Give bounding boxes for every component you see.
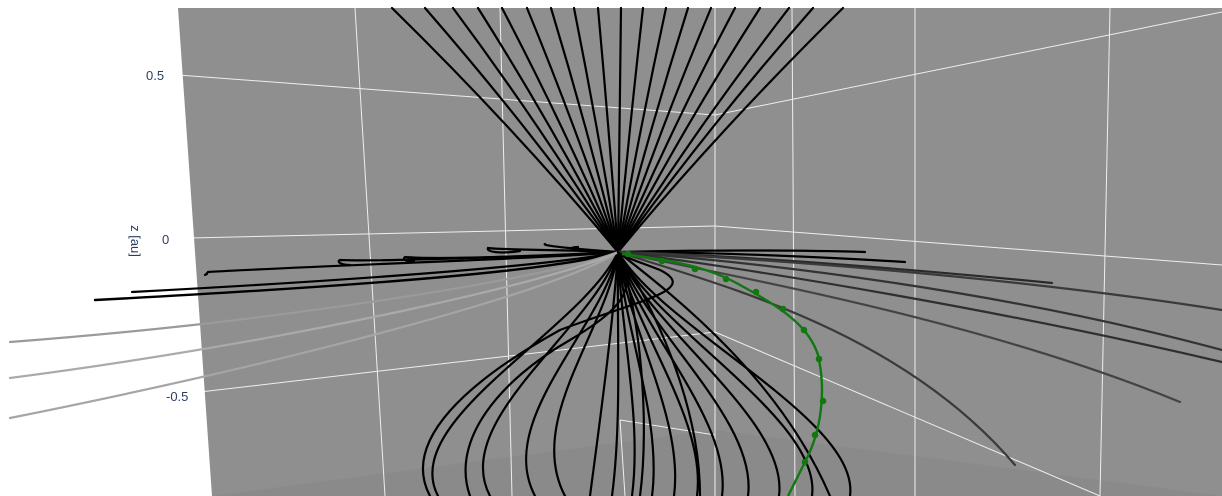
grid-line <box>199 331 716 393</box>
field-line <box>616 6 737 254</box>
trajectory-marker <box>800 326 808 334</box>
field-line <box>423 6 620 254</box>
field-line <box>616 250 1222 364</box>
field-line <box>451 6 620 254</box>
field-line <box>616 250 702 496</box>
field-line <box>616 6 645 254</box>
trajectory-marker <box>722 275 730 283</box>
field-line <box>464 250 628 496</box>
field-line <box>616 6 791 254</box>
field-line <box>616 250 677 496</box>
field-line <box>570 245 620 254</box>
field-line <box>616 250 645 496</box>
z-tick-label-2: -0.5 <box>166 389 188 404</box>
field-line <box>616 250 724 496</box>
trajectory-marker <box>811 431 819 439</box>
grid-line <box>354 7 386 496</box>
field-line <box>616 250 781 496</box>
trajectory-marker <box>801 458 809 466</box>
field-line <box>616 250 1222 312</box>
field-line <box>8 250 620 420</box>
field-line <box>402 250 620 263</box>
grid-line <box>619 419 716 436</box>
field-line <box>616 250 636 496</box>
grid-line <box>619 419 626 496</box>
field-line <box>93 250 620 302</box>
field-line <box>610 250 620 496</box>
field-line <box>431 250 620 496</box>
field-line <box>616 6 815 254</box>
field-line <box>616 250 814 496</box>
field-line <box>616 250 750 496</box>
field-line <box>616 250 1222 352</box>
trajectory-marker <box>658 257 666 265</box>
field-line <box>476 6 620 254</box>
field-line <box>616 6 668 254</box>
trajectory-marker <box>691 265 699 273</box>
field-line <box>596 6 620 254</box>
grid-line <box>714 331 1101 496</box>
field-line <box>8 250 620 344</box>
highlighted-trajectory <box>621 250 827 496</box>
trajectory-marker <box>624 250 632 258</box>
field-line <box>553 250 620 496</box>
field-line <box>525 6 620 254</box>
field-line <box>8 250 620 380</box>
field-lines <box>8 6 1222 496</box>
trajectory-line <box>621 252 824 496</box>
floor-plane <box>212 430 1222 496</box>
trajectory-marker <box>815 355 823 363</box>
field-line <box>616 250 1182 404</box>
field-line <box>549 6 620 254</box>
trajectory-marker <box>752 288 760 296</box>
field-line <box>421 250 674 496</box>
field-line <box>616 250 1017 467</box>
field-line <box>616 250 852 496</box>
field-line <box>500 6 620 254</box>
field-line <box>390 6 620 254</box>
grid-line <box>177 74 716 116</box>
trajectory-marker <box>779 305 787 313</box>
trajectory-marker <box>819 397 827 405</box>
field-line <box>481 250 620 496</box>
field-line <box>572 6 620 254</box>
field-line <box>616 6 845 254</box>
grid-line <box>714 225 1222 266</box>
field-line <box>616 6 713 254</box>
field-line <box>616 250 832 496</box>
grid-line <box>1099 7 1111 496</box>
grid-line <box>714 11 1222 116</box>
field-line <box>130 250 620 294</box>
field-line <box>525 250 620 496</box>
grid-line <box>791 7 796 496</box>
z-axis-title: z [au] <box>128 225 143 257</box>
field-line <box>616 6 762 254</box>
z-tick-label-1: 0 <box>162 232 169 247</box>
right-back-wall <box>715 8 1222 496</box>
field-line <box>616 6 690 254</box>
z-tick-label-0: 0.5 <box>146 68 164 83</box>
left-back-wall <box>178 8 715 496</box>
field-line <box>616 6 623 254</box>
field-line <box>588 250 620 496</box>
